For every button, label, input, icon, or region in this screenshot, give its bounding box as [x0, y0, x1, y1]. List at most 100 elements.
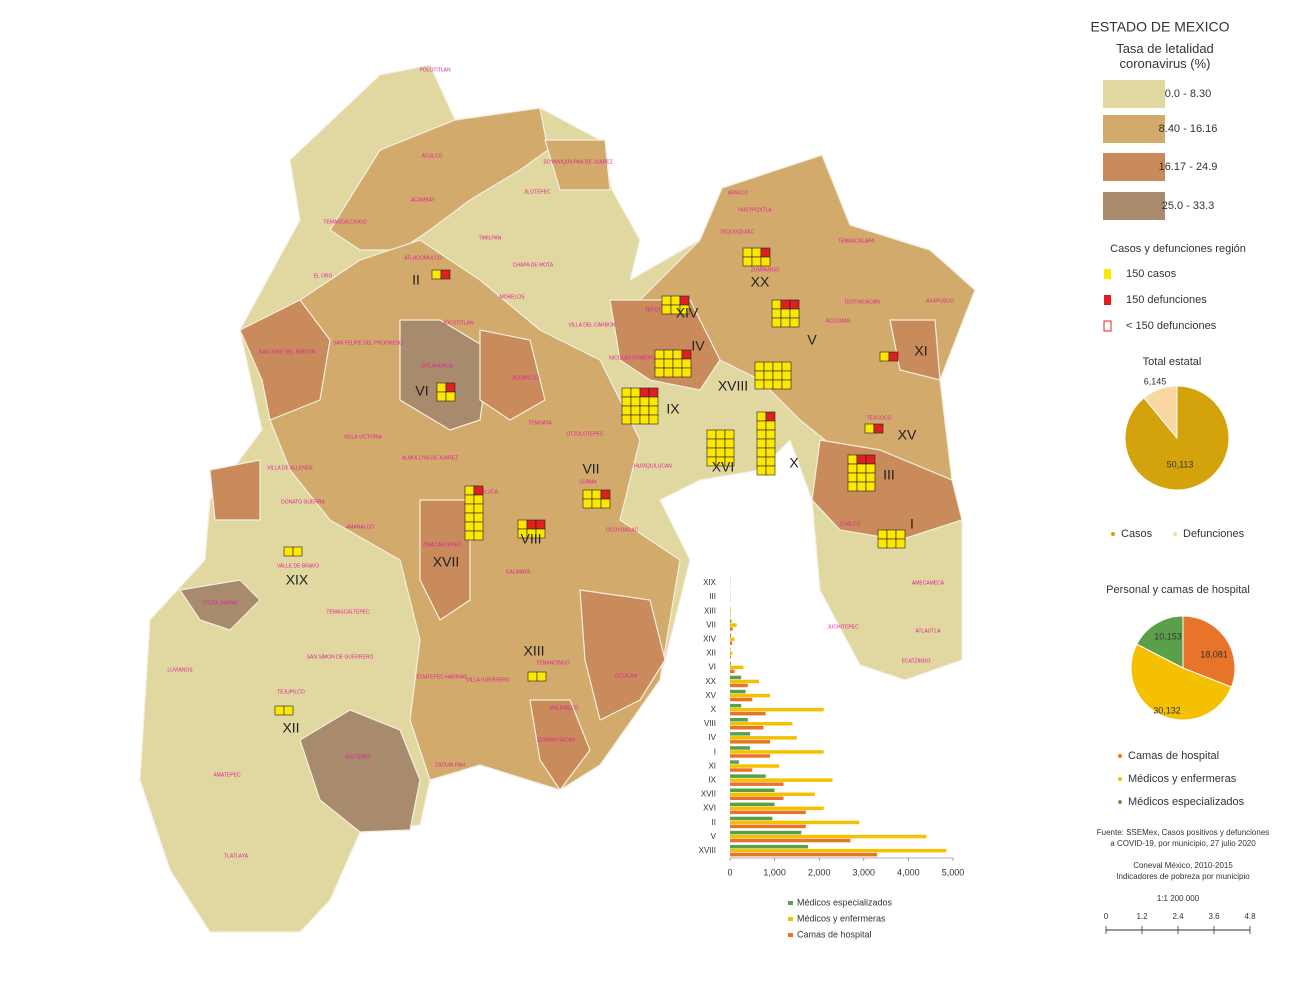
region-symbol [865, 463, 876, 474]
region-symbol [663, 358, 674, 369]
category-label: XII [706, 649, 716, 658]
region-symbol [780, 299, 791, 310]
region-symbol [473, 503, 484, 514]
region-symbol [464, 512, 475, 523]
municipality-label: TEMASCALTEPEC [326, 609, 370, 615]
region-symbol [754, 361, 765, 372]
municipality-label: POLOTITLAN [419, 67, 451, 73]
region-symbol [672, 349, 683, 360]
source-text: Fuente: SSEMex, Casos positivos y defunc… [1097, 828, 1270, 837]
region-symbol [621, 414, 632, 425]
region-symbol [679, 304, 690, 315]
region-symbol [865, 454, 876, 465]
legend-swatch [788, 917, 793, 921]
region-symbol [621, 387, 632, 398]
region-symbol [464, 530, 475, 541]
x-tick-label: 1,000 [763, 867, 786, 877]
region-symbol [654, 367, 665, 378]
region-symbol [630, 396, 641, 407]
category-label: IV [708, 733, 716, 742]
region-symbol [630, 405, 641, 416]
legend-label: Médicos especializados [797, 897, 893, 907]
pie-slice [1136, 615, 1184, 669]
municipality-label: OTZOLOAPAN [203, 600, 237, 606]
region-symbol [283, 546, 294, 557]
region-symbol [789, 299, 800, 310]
municipality-label: JUCHITEPEC [827, 624, 859, 630]
legend-label: 25.0 - 33.3 [1162, 200, 1215, 212]
region-symbol [292, 546, 303, 557]
municipality-label: MORELOS [499, 294, 525, 300]
municipality-label: NICOLAS ROMERO [609, 355, 655, 361]
region-symbol [847, 463, 858, 474]
region-symbol [724, 429, 735, 440]
region-symbol [706, 438, 717, 449]
source-text: a COVID-19, por municipio, 27 julio 2020 [1110, 839, 1256, 848]
region-symbol [648, 405, 659, 416]
bar [730, 675, 742, 680]
region-symbol [681, 349, 692, 360]
legend-dot [1173, 532, 1177, 536]
region-symbol [670, 295, 681, 306]
symbol-key [1103, 320, 1112, 332]
region-symbol [771, 299, 782, 310]
region-symbol [600, 498, 611, 509]
municipality-label: VILLA DE ALLENDE [267, 465, 313, 471]
region-symbol [886, 538, 897, 549]
category-label: XI [708, 761, 716, 770]
municipality-label: SAN SIMON DE GUERRERO [307, 654, 374, 660]
legend-swatch [1103, 192, 1165, 220]
region-symbol [621, 405, 632, 416]
municipality-label: AMANALCO [346, 524, 374, 530]
region-symbol [464, 503, 475, 514]
region-symbol [856, 454, 867, 465]
bar [730, 848, 947, 853]
municipality-label: HUIXQUILUCAN [634, 463, 672, 469]
legend-label: Médicos especializados [1128, 796, 1245, 808]
municipality-label: TEJUPILCO [277, 689, 305, 695]
region-label: VII [582, 461, 599, 477]
legend-swatch [1103, 115, 1165, 143]
category-label: III [709, 592, 716, 601]
region-symbol [464, 521, 475, 532]
bar [730, 693, 771, 698]
scale-tick-label: 2.4 [1172, 912, 1184, 921]
legend-label: 0.0 - 8.30 [1165, 88, 1211, 100]
legend-dot [1111, 532, 1115, 536]
scale-label: 1:1 200 000 [1157, 894, 1200, 903]
pie-value-label: 6,145 [1144, 376, 1167, 386]
bar [730, 816, 773, 821]
pie-title: Personal y camas de hospital [1106, 584, 1250, 596]
region-label: XV [898, 427, 917, 443]
bar [730, 778, 833, 782]
region-symbol [760, 256, 771, 267]
bar [730, 810, 806, 815]
pie-value-label: 10,153 [1154, 631, 1182, 641]
municipality-label: TEMASCALCINGO [323, 219, 366, 225]
municipality-label: DONATO GUERRA [281, 499, 325, 505]
bar [730, 768, 753, 772]
bar [730, 788, 775, 792]
municipality-label: SOYANIQUILPAN DE JUAREZ [543, 159, 612, 165]
region-symbol [535, 519, 546, 530]
region-symbol [772, 379, 783, 390]
municipality-label: VALLE DE BRAVO [277, 563, 319, 569]
region-symbol [431, 269, 442, 280]
municipality-label: ECATZINGO [902, 658, 931, 664]
region-label: XIV [676, 305, 699, 321]
legend-label: Defunciones [1183, 528, 1245, 540]
region-symbol [771, 317, 782, 328]
region-symbol [765, 438, 776, 449]
municipality-label: ZUMPANGO [751, 267, 780, 273]
region-label: XIX [286, 572, 309, 588]
region-symbol [895, 529, 906, 540]
bar [730, 736, 797, 740]
region-symbol [756, 465, 767, 476]
municipality-label: OTZOLOTEPEC [566, 431, 604, 437]
region-symbol [630, 414, 641, 425]
municipality-label: AMATEPEC [213, 772, 241, 778]
region-symbol [763, 370, 774, 381]
region-symbol [473, 494, 484, 505]
region-symbol [621, 396, 632, 407]
